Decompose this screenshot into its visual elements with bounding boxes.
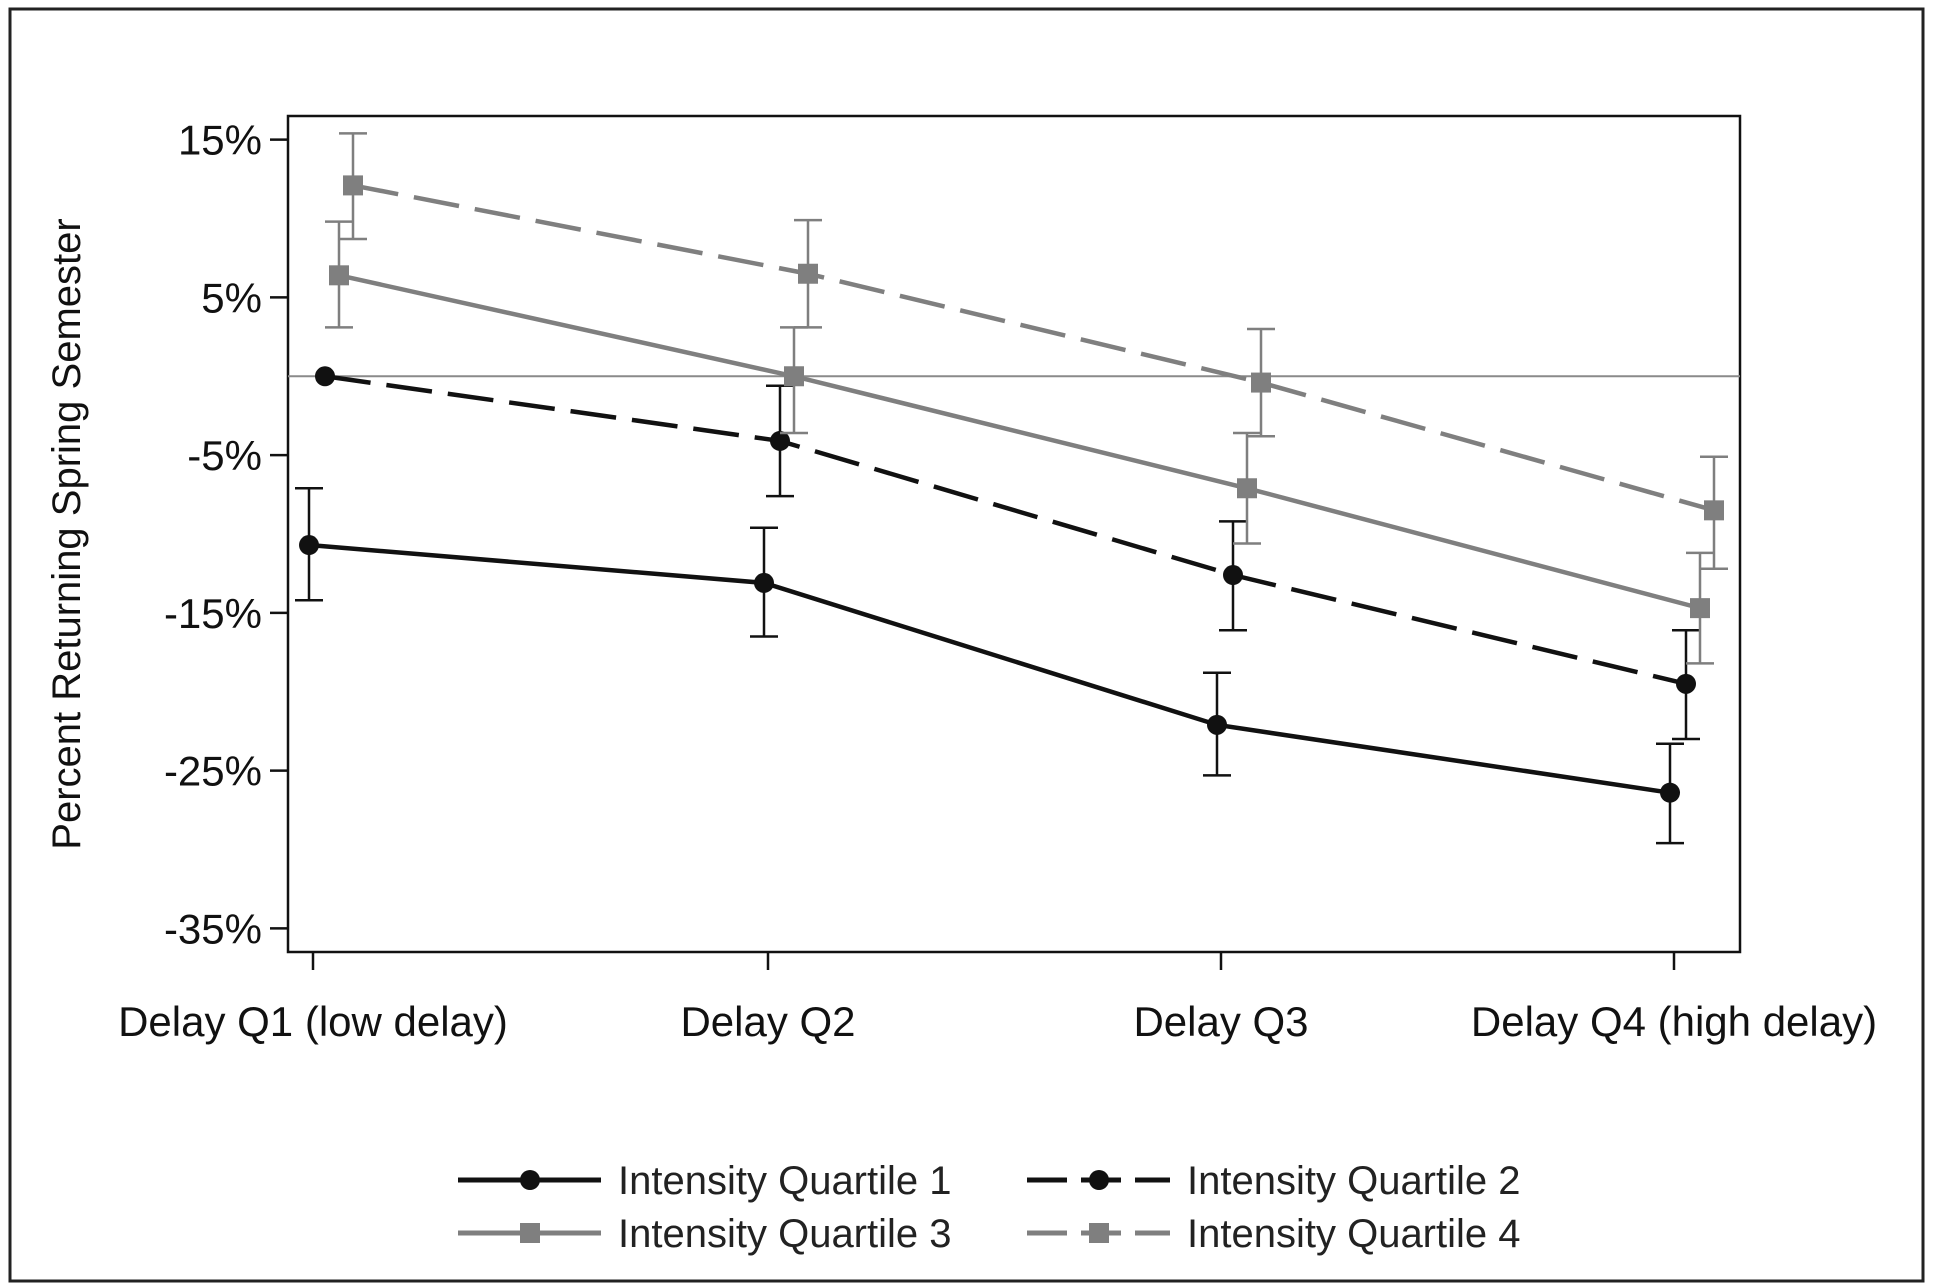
data-point bbox=[1704, 500, 1724, 521]
x-tick-label: Delay Q1 (low delay) bbox=[118, 998, 508, 1045]
data-point bbox=[1207, 714, 1227, 735]
data-point bbox=[754, 572, 774, 593]
series-1 bbox=[295, 487, 1684, 845]
x-tick-label: Delay Q4 (high delay) bbox=[1471, 998, 1877, 1045]
legend-item-4: Intensity Quartile 4 bbox=[1027, 1212, 1521, 1256]
series-line bbox=[324, 374, 1687, 687]
data-point bbox=[798, 263, 818, 284]
y-tick-label: 5% bbox=[201, 274, 262, 321]
data-point bbox=[1690, 598, 1710, 619]
series-line bbox=[352, 183, 1715, 513]
legend-marker bbox=[520, 1223, 540, 1243]
y-tick-label: -25% bbox=[164, 748, 262, 795]
series-4 bbox=[339, 132, 1728, 570]
data-point bbox=[770, 430, 790, 451]
series-line bbox=[308, 542, 1671, 795]
legend: Intensity Quartile 1 Intensity Quartile 2… bbox=[458, 1159, 1521, 1256]
legend-label: Intensity Quartile 2 bbox=[1187, 1159, 1521, 1203]
data-point bbox=[343, 175, 363, 196]
y-tick-label: -15% bbox=[164, 590, 262, 637]
data-point bbox=[1676, 673, 1696, 694]
legend-label: Intensity Quartile 1 bbox=[618, 1159, 952, 1203]
data-point bbox=[299, 535, 319, 556]
data-point bbox=[315, 366, 335, 387]
y-axis-title: Percent Returning Spring Semester bbox=[45, 218, 89, 849]
data-point bbox=[329, 265, 349, 286]
legend-marker bbox=[1089, 1223, 1109, 1243]
data-point bbox=[784, 366, 804, 387]
y-tick-label: -5% bbox=[187, 432, 262, 479]
series-layer bbox=[295, 132, 1728, 845]
y-axis: 15% 5% -5% -15% -25% -35% bbox=[164, 117, 288, 952]
legend-item-2: Intensity Quartile 2 bbox=[1027, 1159, 1521, 1203]
y-tick-label: 15% bbox=[178, 117, 262, 164]
legend-item-3: Intensity Quartile 3 bbox=[458, 1212, 952, 1256]
legend-marker bbox=[520, 1170, 540, 1190]
data-point bbox=[1660, 782, 1680, 803]
data-point bbox=[1223, 565, 1243, 586]
legend-item-1: Intensity Quartile 1 bbox=[458, 1159, 952, 1203]
series-3 bbox=[325, 220, 1714, 665]
x-tick-label: Delay Q2 bbox=[680, 998, 855, 1045]
series-2 bbox=[315, 366, 1700, 741]
data-point bbox=[1237, 478, 1257, 499]
x-tick-label: Delay Q3 bbox=[1133, 998, 1308, 1045]
series-line bbox=[338, 273, 1701, 611]
legend-label: Intensity Quartile 3 bbox=[618, 1212, 952, 1256]
legend-label: Intensity Quartile 4 bbox=[1187, 1212, 1521, 1256]
data-point bbox=[1251, 372, 1271, 393]
legend-marker bbox=[1089, 1170, 1109, 1190]
y-tick-label: -35% bbox=[164, 905, 262, 952]
plot-area bbox=[286, 114, 1742, 954]
x-axis: Delay Q1 (low delay) Delay Q2 Delay Q3 Dela… bbox=[118, 952, 1877, 1045]
